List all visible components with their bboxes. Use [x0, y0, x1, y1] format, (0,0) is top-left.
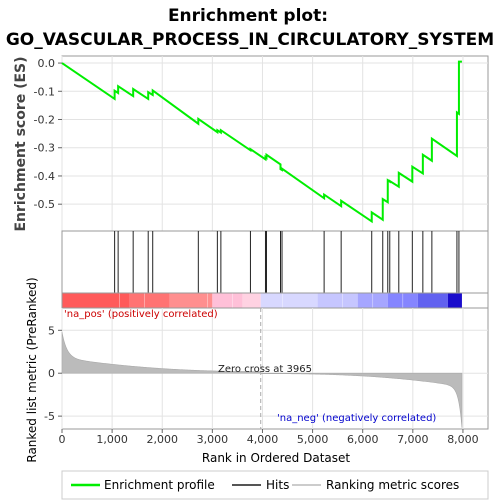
heatmap-segment [62, 293, 130, 308]
x-tick-label: 4,000 [247, 433, 279, 446]
es-gridlines [61, 56, 488, 231]
zero-cross-label: Zero cross at 3965 [218, 364, 312, 375]
ranking-metric-area [61, 331, 463, 428]
es-y-tick-label: -0.3 [34, 142, 55, 155]
hits-panel [61, 230, 489, 294]
rank-panel: 5 0 -5 'na_pos' (positively correlated) 'n… [25, 277, 489, 463]
rank-y-ticks: 5 0 -5 [44, 324, 62, 423]
x-axis-label: Rank in Ordered Dataset [202, 451, 350, 465]
legend-label-enrichment: Enrichment profile [104, 478, 215, 492]
heatmap-segment [129, 293, 170, 308]
chart-title-line2: GO_VASCULAR_PROCESS_IN_CIRCULATORY_SYSTE… [6, 30, 494, 50]
es-y-ticks: 0.0 -0.1 -0.2 -0.3 -0.4 -0.5 [34, 57, 62, 211]
heatmap-panel [61, 292, 489, 309]
x-ticks: 0 1,000 2,000 3,000 4,000 5,000 6,000 7,000 8,00… [59, 429, 479, 446]
rank-y-tick-label: 0 [48, 367, 55, 380]
x-axis: 0 1,000 2,000 3,000 4,000 5,000 6,000 7,000 8,00… [59, 429, 479, 465]
legend: Enrichment profile Hits Ranking metric s… [61, 470, 489, 500]
es-y-tick-label: -0.4 [34, 170, 55, 183]
legend-box [61, 470, 489, 500]
hits-plot-area [61, 230, 489, 294]
x-tick-label: 8,000 [447, 433, 479, 446]
es-y-tick-label: 0.0 [38, 57, 56, 70]
x-tick-label: 0 [59, 433, 66, 446]
heatmap-segment [417, 293, 448, 308]
positive-correlation-label: 'na_pos' (positively correlated) [64, 309, 218, 320]
x-tick-label: 3,000 [197, 433, 229, 446]
es-y-tick-label: -0.5 [34, 198, 55, 211]
heatmap-segment [447, 293, 462, 308]
heatmap-segment [212, 293, 243, 308]
x-tick-label: 1,000 [96, 433, 128, 446]
es-y-tick-label: -0.1 [34, 85, 55, 98]
x-tick-label: 6,000 [347, 433, 379, 446]
negative-correlation-label: 'na_neg' (negatively correlated) [277, 413, 436, 424]
legend-label-ranking: Ranking metric scores [326, 478, 459, 492]
legend-label-hits: Hits [266, 478, 289, 492]
heatmap-segment [317, 293, 358, 308]
heatmap-segment [242, 293, 261, 308]
heatmap-segment [260, 293, 318, 308]
x-tick-label: 5,000 [297, 433, 329, 446]
es-y-axis-label: Enrichment score (ES) [13, 56, 29, 231]
rank-y-tick-label: 5 [48, 324, 55, 337]
rank-heatmap-bar [61, 292, 489, 309]
rank-y-axis-label: Ranked list metric (PreRanked) [25, 277, 39, 462]
chart-title-line1: Enrichment plot: [168, 6, 328, 26]
es-y-tick-label: -0.2 [34, 114, 55, 127]
enrichment-profile-line [61, 60, 462, 224]
heatmap-segment [169, 293, 213, 308]
x-tick-label: 7,000 [397, 433, 429, 446]
hit-markers [114, 231, 460, 293]
es-plot-area [61, 55, 489, 232]
es-panel: 0.0 -0.1 -0.2 -0.3 -0.4 -0.5 Enrichment score… [13, 55, 489, 232]
x-tick-label: 2,000 [146, 433, 178, 446]
rank-y-tick-label: -5 [44, 410, 55, 423]
